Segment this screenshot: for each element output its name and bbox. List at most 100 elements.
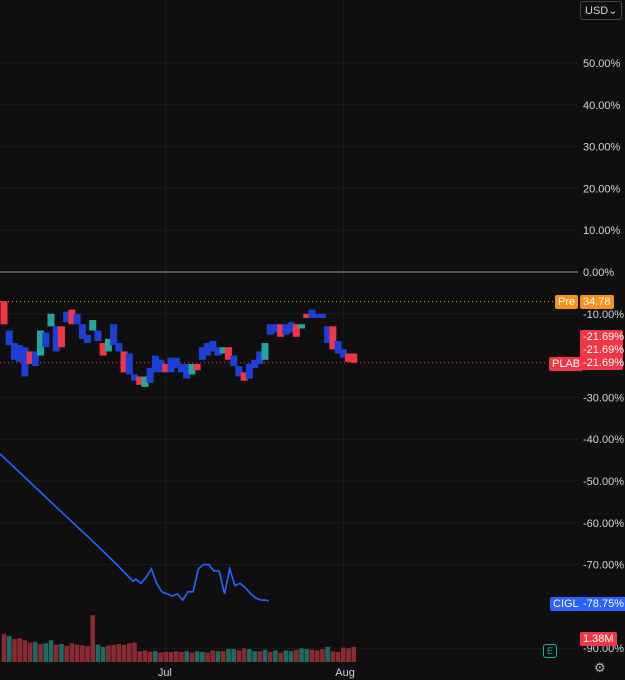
- candle: [89, 320, 97, 331]
- volume-bar: [200, 651, 205, 662]
- pre-label: Pre: [558, 296, 576, 308]
- volume-bar: [325, 646, 330, 662]
- volume-bar: [194, 651, 200, 662]
- x-tick-label: Jul: [158, 667, 172, 679]
- candle: [167, 357, 175, 373]
- chevron-down-icon: ⌄: [608, 5, 618, 17]
- volume-bar: [210, 650, 216, 662]
- volume-bar: [132, 642, 137, 662]
- candle: [84, 334, 92, 344]
- volume-bar: [205, 652, 210, 662]
- candle: [277, 324, 285, 337]
- candle: [157, 359, 165, 373]
- candle: [10, 343, 18, 360]
- candle: [271, 324, 279, 333]
- volume-bar: [116, 644, 122, 662]
- pre-value: 34.78: [583, 296, 611, 308]
- volume-bar: [121, 644, 127, 662]
- volume-bar: [346, 648, 351, 662]
- candle: [318, 313, 326, 318]
- candle: [256, 351, 264, 364]
- candle: [345, 353, 353, 362]
- volume-value: 1.38M: [583, 633, 614, 645]
- volume-bar: [179, 651, 184, 662]
- candle: [339, 349, 347, 358]
- volume-bar: [95, 644, 101, 662]
- volume-bar: [27, 642, 33, 662]
- candle: [162, 363, 170, 373]
- y-tick-label: -10.00%: [583, 309, 624, 321]
- candle: [287, 322, 295, 333]
- volume-bar: [299, 648, 304, 662]
- candle: [329, 326, 337, 350]
- volume-bar: [257, 651, 263, 662]
- candle: [68, 309, 76, 325]
- earnings-event-icon[interactable]: E: [543, 644, 557, 658]
- plab-value-2: -21.69%: [583, 344, 624, 356]
- volume-bar: [85, 646, 90, 662]
- candle: [350, 353, 358, 363]
- y-tick-label: 10.00%: [583, 225, 621, 237]
- candle: [110, 324, 118, 346]
- candle: [251, 359, 259, 369]
- cigl-value-tag: -78.75%: [580, 597, 625, 611]
- candle: [235, 366, 243, 377]
- candle: [334, 340, 342, 354]
- volume-value-tag: 1.38M: [580, 632, 617, 646]
- y-tick-label: 30.00%: [583, 142, 621, 154]
- candle: [240, 372, 248, 381]
- candle: [37, 330, 45, 356]
- volume-bar: [262, 649, 268, 662]
- volume-bar: [38, 644, 43, 662]
- volume-bar: [126, 643, 132, 662]
- candle: [94, 330, 102, 341]
- volume-bar: [90, 615, 96, 662]
- y-tick-label: 50.00%: [583, 58, 621, 70]
- candle: [125, 353, 133, 375]
- volume-bar: [231, 649, 236, 662]
- candle: [209, 340, 217, 352]
- candle: [324, 326, 332, 344]
- currency-button[interactable]: USD ⌄: [580, 1, 622, 20]
- volume-bar: [236, 650, 242, 662]
- candle: [16, 345, 24, 362]
- volume-bar: [43, 643, 49, 662]
- x-axis: Jul Aug: [158, 667, 355, 679]
- currency-label: USD: [585, 4, 609, 17]
- plab-tag-stack: -21.69% -21.69% -21.69%: [580, 330, 624, 370]
- candle: [146, 368, 154, 383]
- volume-bar: [215, 651, 221, 662]
- volume-bar: [33, 641, 38, 662]
- gear-icon[interactable]: ⚙: [594, 660, 606, 675]
- candle: [115, 343, 123, 352]
- volume-bar: [64, 645, 69, 662]
- candle: [198, 347, 206, 360]
- volume-bar: [168, 651, 174, 662]
- volume-bar: [59, 644, 64, 662]
- pre-market-tag: Pre: [555, 295, 579, 309]
- candle: [31, 351, 39, 367]
- plab-symbol-tag: PLAB: [549, 357, 584, 371]
- volume-bar: [48, 640, 54, 662]
- volume-bar: [294, 649, 299, 662]
- candle: [224, 347, 232, 360]
- volume-bar: [100, 646, 106, 662]
- candle: [172, 357, 180, 369]
- volume-bar: [309, 649, 315, 662]
- candle: [0, 301, 8, 325]
- volume-bar: [320, 649, 325, 662]
- y-tick-label: -70.00%: [583, 560, 624, 572]
- plab-candles: [0, 301, 358, 387]
- volume-bar: [351, 646, 357, 662]
- volume-bar: [6, 636, 12, 662]
- candle: [21, 347, 29, 377]
- candle: [292, 324, 300, 337]
- candle: [214, 347, 222, 356]
- candle: [26, 351, 34, 364]
- candle: [120, 351, 128, 373]
- volume-bar: [173, 651, 179, 662]
- volume-bar: [267, 651, 273, 662]
- candle: [5, 330, 13, 346]
- candle: [313, 313, 321, 318]
